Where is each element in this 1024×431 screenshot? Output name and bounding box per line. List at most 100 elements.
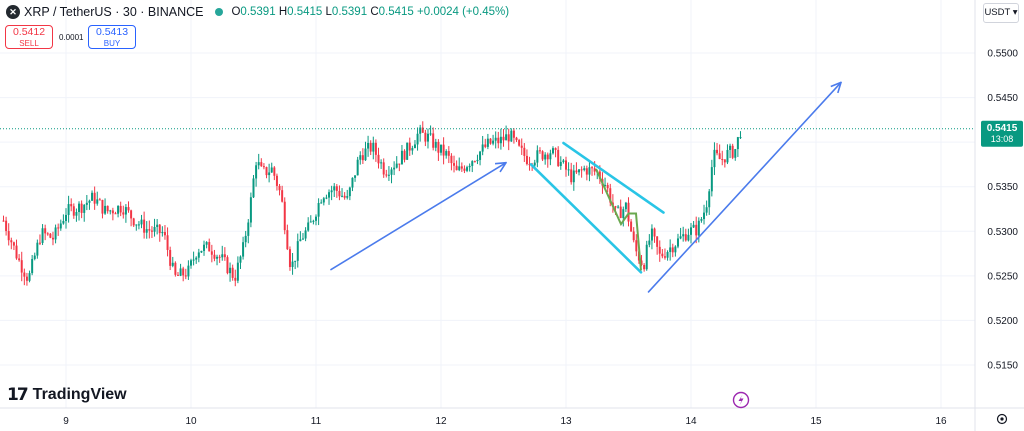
candle-body: [499, 136, 502, 144]
candle-body: [398, 163, 401, 165]
high-value: 0.5415: [287, 6, 323, 18]
low-value: 0.5391: [331, 6, 368, 18]
candle-body: [479, 151, 482, 160]
candle-body: [333, 186, 336, 191]
candle-body: [124, 207, 127, 215]
candle-body: [229, 267, 232, 274]
candle-body: [104, 205, 107, 214]
candle-body: [7, 231, 10, 241]
candle-body: [403, 150, 406, 160]
candle-body: [221, 254, 224, 258]
y-tick-label: 0.5200: [987, 316, 1018, 327]
candle-body: [195, 257, 198, 260]
candle-body: [101, 199, 104, 214]
symbol-header: ✕ XRP / TetherUS · 30 · BINANCE O0.5391 …: [6, 4, 509, 20]
candle-body: [119, 205, 122, 213]
candle-body: [562, 160, 565, 162]
wedge-path[interactable]: [595, 168, 642, 271]
trend-arrow-1[interactable]: [330, 161, 507, 271]
candle-body: [486, 138, 489, 147]
candle-body: [739, 137, 742, 139]
buy-button[interactable]: 0.5413 BUY: [88, 25, 136, 49]
low-label: L: [325, 6, 332, 18]
candle-body: [15, 245, 18, 259]
candle-body: [434, 141, 437, 148]
candle-body: [351, 177, 354, 188]
sell-button[interactable]: 0.5412 SELL: [5, 25, 53, 49]
candle-body: [476, 159, 479, 162]
candle-body: [283, 201, 286, 231]
candle-body: [580, 169, 583, 171]
candle-body: [718, 153, 721, 160]
y-tick-label: 0.5500: [987, 49, 1018, 60]
candle-body: [557, 149, 560, 166]
candle-body: [166, 235, 169, 250]
candle-body: [294, 260, 297, 262]
y-tick-label: 0.5350: [987, 182, 1018, 193]
high-label: H: [278, 6, 288, 18]
candle-body: [687, 234, 690, 241]
candle-body: [176, 274, 179, 276]
candle-body: [708, 191, 711, 208]
candle-body: [507, 134, 510, 142]
candle-body: [572, 170, 575, 183]
time-axis[interactable]: 9 10 11 12 13 14 15 16: [0, 407, 1024, 427]
candle-body: [33, 255, 36, 259]
candle-body: [153, 227, 156, 232]
candle-body: [361, 155, 364, 161]
sell-price: 0.5412: [12, 26, 46, 38]
candle-body: [70, 204, 73, 207]
candle-body: [643, 265, 646, 270]
candle-body: [364, 148, 367, 161]
candle-body: [494, 137, 497, 141]
candle-body: [346, 196, 349, 198]
channel-upper-line[interactable]: [562, 141, 665, 214]
candle-body: [593, 168, 596, 172]
candle-body: [309, 221, 312, 223]
candle-body: [18, 258, 21, 261]
candle-body: [85, 202, 88, 205]
y-tick-label: 0.5450: [987, 93, 1018, 104]
candle-body: [348, 187, 351, 197]
candle-body: [96, 199, 99, 204]
symbol-title[interactable]: XRP / TetherUS · 30 · BINANCE: [24, 5, 204, 19]
trend-arrow-2-head: [830, 81, 842, 94]
trend-arrow-2[interactable]: [647, 81, 842, 293]
open-label: O: [231, 6, 241, 18]
candle-body: [275, 175, 278, 186]
candle-body: [12, 242, 15, 246]
candle-body: [130, 210, 133, 219]
candle-body: [117, 205, 120, 214]
price-axis[interactable]: 0.55000.54500.54000.53500.53000.52500.52…: [974, 0, 1018, 431]
candle-body: [78, 203, 81, 213]
currency-dropdown[interactable]: USDT ▾: [983, 3, 1019, 23]
candle-body: [145, 229, 148, 233]
xrp-logo-icon: ✕: [6, 5, 20, 19]
candle-body: [565, 160, 567, 170]
price-badge-price: 0.5415: [987, 123, 1018, 134]
candle-body: [382, 162, 385, 175]
candle-body: [510, 130, 513, 142]
candle-body: [424, 132, 427, 142]
x-tick-label: 11: [311, 416, 322, 427]
lightning-icon[interactable]: [732, 391, 750, 409]
candle-body: [291, 261, 294, 267]
candle-body: [223, 254, 226, 258]
candle-body: [658, 246, 661, 254]
channel-lower-line[interactable]: [529, 163, 643, 274]
candle-body: [210, 251, 213, 255]
candle-body: [28, 273, 31, 281]
candle-body: [538, 150, 541, 152]
candle-body: [244, 235, 247, 243]
candle-body: [406, 142, 409, 160]
candle-body: [338, 190, 341, 197]
candle-body: [411, 148, 414, 151]
candle-body: [203, 244, 206, 251]
candle-body: [335, 186, 338, 191]
gear-icon[interactable]: [996, 413, 1008, 425]
tradingview-logo: 17 TradingView: [7, 385, 127, 405]
buy-price: 0.5413: [95, 26, 129, 38]
candle-body: [213, 254, 216, 259]
candle-body: [445, 151, 448, 156]
